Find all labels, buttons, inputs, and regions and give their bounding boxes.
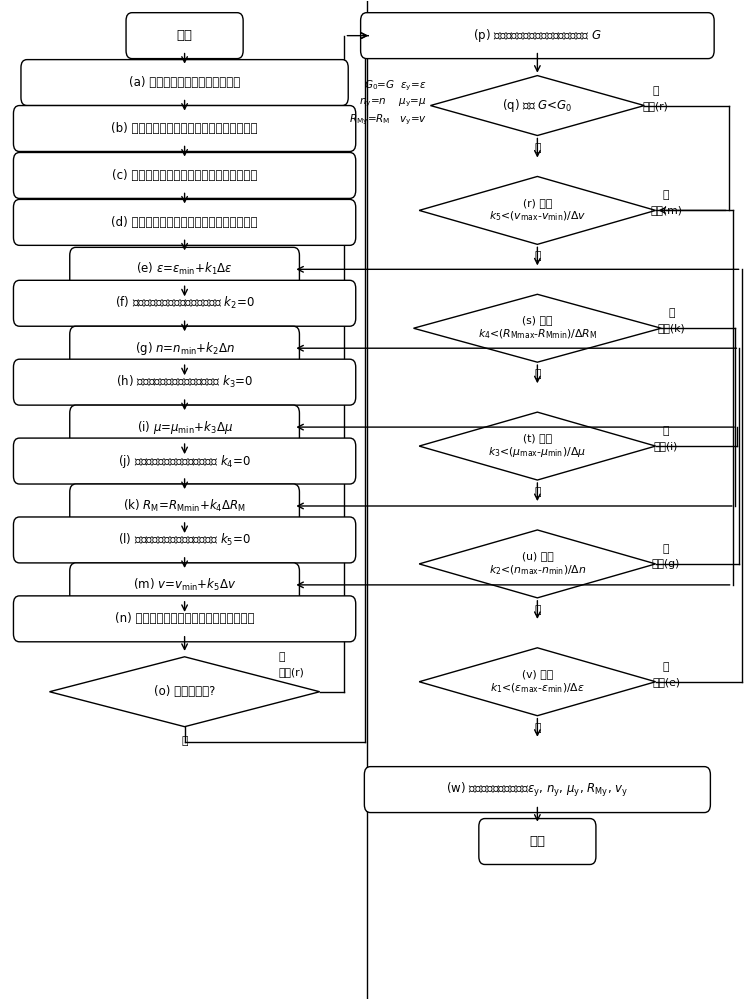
- Text: 是: 是: [663, 544, 669, 554]
- Text: 是: 是: [663, 190, 669, 200]
- FancyBboxPatch shape: [14, 106, 356, 151]
- Text: 结束: 结束: [529, 835, 545, 848]
- Text: 步骤(k): 步骤(k): [658, 323, 686, 333]
- Text: (a) 给出典型点位的初始残余应力: (a) 给出典型点位的初始残余应力: [129, 76, 240, 89]
- FancyBboxPatch shape: [70, 484, 299, 528]
- Text: (t) 判断
$k_3$<($\mu_{\rm max}$-$\mu_{\rm min}$)/$\Delta\mu$: (t) 判断 $k_3$<($\mu_{\rm max}$-$\mu_{\rm …: [489, 433, 587, 459]
- FancyBboxPatch shape: [21, 60, 348, 106]
- Polygon shape: [430, 76, 644, 136]
- FancyBboxPatch shape: [14, 280, 356, 326]
- Text: (u) 判断
$k_2$<($n_{\rm max}$-$n_{\rm min}$)/$\Delta n$: (u) 判断 $k_2$<($n_{\rm max}$-$n_{\rm min}…: [489, 551, 586, 577]
- Text: (g) $n$=$n_{\rm min}$+$k_2\Delta n$: (g) $n$=$n_{\rm min}$+$k_2\Delta n$: [135, 340, 235, 357]
- FancyBboxPatch shape: [70, 247, 299, 291]
- Text: 否: 否: [652, 86, 659, 96]
- FancyBboxPatch shape: [479, 819, 596, 864]
- FancyBboxPatch shape: [126, 13, 243, 59]
- Text: 否: 否: [534, 605, 541, 615]
- Text: 步骤(m): 步骤(m): [650, 205, 682, 215]
- Text: (s) 判断
$k_4$<($R_{\rm Mmax}$-$R_{\rm Mmin}$)/$\Delta R_{\rm M}$: (s) 判断 $k_4$<($R_{\rm Mmax}$-$R_{\rm Mmi…: [478, 315, 597, 341]
- Polygon shape: [419, 412, 656, 480]
- Polygon shape: [419, 176, 656, 244]
- Text: 否: 否: [534, 251, 541, 261]
- Text: 否: 否: [278, 652, 285, 662]
- FancyBboxPatch shape: [14, 199, 356, 245]
- Text: $G_0$=$G$  $\varepsilon_{\rm y}$=$\varepsilon$: $G_0$=$G$ $\varepsilon_{\rm y}$=$\vareps…: [364, 78, 426, 93]
- Text: (w) 输出应力消除最优工艺$\varepsilon_{\rm y}$, $n_{\rm y}$, $\mu_{\rm y}$, $R_{\rm My}$, $: (w) 输出应力消除最优工艺$\varepsilon_{\rm y}$, $n_…: [446, 781, 629, 799]
- Text: (d) 设定各初始值、寻优步长及中间过程参数: (d) 设定各初始值、寻优步长及中间过程参数: [111, 216, 258, 229]
- Polygon shape: [419, 648, 656, 716]
- FancyBboxPatch shape: [70, 326, 299, 370]
- Text: (r) 判断
$k_5$<($v_{\rm max}$-$v_{\rm min}$)/$\Delta v$: (r) 判断 $k_5$<($v_{\rm max}$-$v_{\rm min}…: [489, 198, 586, 223]
- Text: $n_{\rm y}$=$n$    $\mu_{\rm y}$=$\mu$: $n_{\rm y}$=$n$ $\mu_{\rm y}$=$\mu$: [359, 96, 426, 109]
- Text: 否: 否: [534, 369, 541, 379]
- Text: (n) 计算冷轧后典型点位的残余应力消减率: (n) 计算冷轧后典型点位的残余应力消减率: [115, 612, 254, 625]
- FancyBboxPatch shape: [14, 596, 356, 642]
- Polygon shape: [419, 530, 656, 598]
- FancyBboxPatch shape: [14, 438, 356, 484]
- Text: 否: 否: [534, 487, 541, 497]
- Text: (i) $\mu$=$\mu_{\rm min}$+$k_3\Delta\mu$: (i) $\mu$=$\mu_{\rm min}$+$k_3\Delta\mu$: [137, 419, 232, 436]
- Text: 是: 是: [181, 736, 188, 746]
- Text: $R_{\rm My}$=$R_{\rm M}$   $v_{\rm y}$=$v$: $R_{\rm My}$=$R_{\rm M}$ $v_{\rm y}$=$v$: [348, 112, 426, 127]
- Text: 步骤(g): 步骤(g): [652, 559, 681, 569]
- Text: (p) 计算应力消除效果优化设定目标函数 $G$: (p) 计算应力消除效果优化设定目标函数 $G$: [473, 27, 602, 44]
- FancyBboxPatch shape: [70, 405, 299, 449]
- Text: 是: 是: [534, 143, 541, 153]
- FancyBboxPatch shape: [361, 13, 714, 59]
- Text: (m) $v$=$v_{\rm min}$+$k_5\Delta v$: (m) $v$=$v_{\rm min}$+$k_5\Delta v$: [133, 577, 236, 593]
- Text: 步骤(r): 步骤(r): [278, 667, 305, 677]
- Text: (c) 确定冷轧消除环件残余应力工艺参数范围: (c) 确定冷轧消除环件残余应力工艺参数范围: [112, 169, 257, 182]
- Text: (e) $\varepsilon$=$\varepsilon_{\rm min}$+$k_1\Delta\varepsilon$: (e) $\varepsilon$=$\varepsilon_{\rm min}…: [136, 261, 233, 277]
- FancyBboxPatch shape: [70, 563, 299, 607]
- Text: 开始: 开始: [177, 29, 193, 42]
- Text: (v) 判断
$k_1$<($\varepsilon_{\rm max}$-$\varepsilon_{\rm min}$)/$\Delta\varepsilo: (v) 判断 $k_1$<($\varepsilon_{\rm max}$-$\…: [490, 669, 585, 695]
- Text: (b) 确定环件初始内、外半径以及驱动辊半径: (b) 确定环件初始内、外半径以及驱动辊半径: [111, 122, 258, 135]
- Text: 是: 是: [663, 426, 669, 436]
- FancyBboxPatch shape: [14, 152, 356, 198]
- Polygon shape: [50, 657, 320, 727]
- FancyBboxPatch shape: [14, 517, 356, 563]
- Text: (q) 判断 $G$<$G_0$: (q) 判断 $G$<$G_0$: [502, 97, 572, 114]
- Text: (l) 初始化进给速度及寻优步长，令 $k_5$=0: (l) 初始化进给速度及寻优步长，令 $k_5$=0: [118, 532, 251, 548]
- Text: (f) 初始化驱动辊转速及寻优步长，令 $k_2$=0: (f) 初始化驱动辊转速及寻优步长，令 $k_2$=0: [115, 295, 254, 311]
- Text: (k) $R_{\rm M}$=$R_{\rm Mmin}$+$k_4\Delta R_{\rm M}$: (k) $R_{\rm M}$=$R_{\rm Mmin}$+$k_4\Delt…: [123, 498, 246, 514]
- Polygon shape: [414, 294, 661, 362]
- FancyBboxPatch shape: [365, 767, 711, 813]
- FancyBboxPatch shape: [14, 359, 356, 405]
- Text: 步骤(i): 步骤(i): [654, 441, 678, 451]
- Text: 是: 是: [663, 662, 669, 672]
- Text: (j) 初始化芯辊半径及寻优步长，令 $k_4$=0: (j) 初始化芯辊半径及寻优步长，令 $k_4$=0: [118, 453, 251, 470]
- Text: (o) 判断不等式?: (o) 判断不等式?: [154, 685, 215, 698]
- Text: 是: 是: [669, 308, 675, 318]
- Text: 否: 否: [534, 723, 541, 733]
- Text: 步骤(r): 步骤(r): [643, 101, 669, 111]
- Text: (h) 初始化摩擦系数及寻优步长，令 $k_3$=0: (h) 初始化摩擦系数及寻优步长，令 $k_3$=0: [116, 374, 253, 390]
- Text: 步骤(e): 步骤(e): [652, 677, 680, 687]
